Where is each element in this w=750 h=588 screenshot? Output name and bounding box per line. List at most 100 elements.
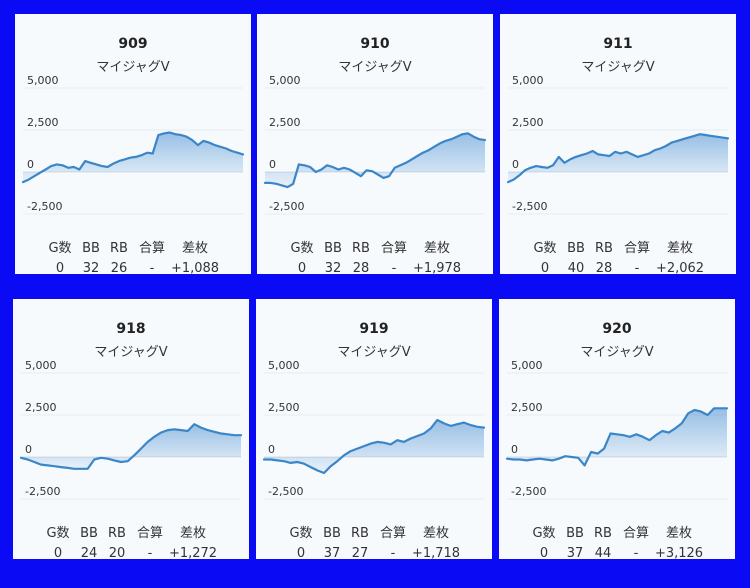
y-tick-label: 2,500 bbox=[511, 401, 543, 414]
payout-chart: 5,000 2,500 0 -2,500 bbox=[506, 76, 730, 215]
series-line bbox=[263, 132, 487, 189]
machine-number: 920 bbox=[602, 321, 632, 337]
machine-number: 909 bbox=[118, 36, 148, 52]
value-diff: +1,088 bbox=[170, 261, 220, 274]
header-diff: 差枚 bbox=[665, 526, 692, 541]
value-games: 0 bbox=[297, 261, 307, 274]
machine-card[interactable]: 911 マイジャグV 5,000 2,500 0 -2,500 G数 0 BB 40 RB 28… bbox=[500, 14, 736, 274]
y-tick-label: -2,500 bbox=[269, 200, 304, 213]
series-line bbox=[21, 131, 245, 184]
y-tick-label: 5,000 bbox=[511, 361, 543, 372]
y-tick-label: 0 bbox=[25, 443, 32, 456]
header-bb: BB bbox=[566, 526, 584, 541]
y-tick-label: 5,000 bbox=[268, 361, 300, 372]
value-diff: +2,062 bbox=[655, 261, 705, 274]
series-area bbox=[508, 134, 728, 183]
machine-number: 911 bbox=[603, 36, 633, 52]
header-games: G数 bbox=[289, 526, 313, 541]
machine-model: マイジャグV bbox=[94, 345, 168, 360]
header-games: G数 bbox=[48, 241, 72, 256]
value-bb: 37 bbox=[566, 546, 584, 559]
header-rb: RB bbox=[595, 241, 613, 256]
machine-card[interactable]: 920 マイジャグV 5,000 2,500 0 -2,500 G数 0 BB 37 RB 44… bbox=[499, 299, 735, 559]
y-tick-label: -2,500 bbox=[512, 200, 547, 213]
machine-card[interactable]: 919 マイジャグV 5,000 2,500 0 -2,500 G数 0 BB 37 RB 27… bbox=[256, 299, 492, 559]
y-tick-label: -2,500 bbox=[511, 485, 546, 498]
series-line bbox=[262, 418, 486, 475]
series-area bbox=[507, 408, 727, 466]
series-area bbox=[21, 424, 241, 469]
y-tick-label: 2,500 bbox=[25, 401, 57, 414]
y-tick-label: 2,500 bbox=[27, 116, 59, 129]
value-diff: +1,272 bbox=[168, 546, 218, 559]
y-tick-label: -2,500 bbox=[25, 485, 60, 498]
header-combined: 合算 bbox=[379, 526, 406, 541]
value-bb: 40 bbox=[567, 261, 585, 274]
series-area bbox=[265, 133, 485, 188]
header-combined: 合算 bbox=[380, 241, 407, 256]
value-games: 0 bbox=[53, 546, 63, 559]
value-diff: +3,126 bbox=[654, 546, 704, 559]
payout-chart: 5,000 2,500 0 -2,500 bbox=[262, 361, 486, 500]
machine-number: 918 bbox=[116, 321, 146, 337]
value-rb: 20 bbox=[108, 546, 126, 559]
header-rb: RB bbox=[594, 526, 612, 541]
header-bb: BB bbox=[324, 241, 342, 256]
header-combined: 合算 bbox=[138, 241, 165, 256]
value-rb: 44 bbox=[594, 546, 612, 559]
machine-number: 910 bbox=[360, 36, 390, 52]
header-diff: 差枚 bbox=[422, 526, 449, 541]
value-games: 0 bbox=[540, 261, 550, 274]
header-combined: 合算 bbox=[623, 241, 650, 256]
value-rb: 28 bbox=[595, 261, 613, 274]
header-bb: BB bbox=[567, 241, 585, 256]
y-tick-label: 0 bbox=[27, 158, 34, 171]
header-bb: BB bbox=[323, 526, 341, 541]
header-games: G数 bbox=[290, 241, 314, 256]
y-tick-label: 5,000 bbox=[512, 76, 544, 87]
machine-model: マイジャグV bbox=[338, 60, 412, 75]
y-tick-label: 2,500 bbox=[268, 401, 300, 414]
header-bb: BB bbox=[82, 241, 100, 256]
y-tick-label: 2,500 bbox=[269, 116, 301, 129]
header-games: G数 bbox=[46, 526, 70, 541]
y-tick-label: 0 bbox=[511, 443, 518, 456]
header-combined: 合算 bbox=[136, 526, 163, 541]
machine-card[interactable]: 910 マイジャグV 5,000 2,500 0 -2,500 G数 0 BB 32 RB 28… bbox=[257, 14, 493, 274]
header-diff: 差枚 bbox=[179, 526, 206, 541]
y-tick-label: 5,000 bbox=[27, 76, 59, 87]
series-line bbox=[19, 423, 243, 470]
y-tick-label: 2,500 bbox=[512, 116, 544, 129]
header-diff: 差枚 bbox=[666, 241, 693, 256]
value-combined: - bbox=[634, 261, 640, 274]
machine-model: マイジャグV bbox=[337, 345, 411, 360]
value-rb: 26 bbox=[110, 261, 128, 274]
payout-chart: 5,000 2,500 0 -2,500 bbox=[505, 361, 729, 500]
machine-card[interactable]: 918 マイジャグV 5,000 2,500 0 -2,500 G数 0 BB 24 RB 20… bbox=[13, 299, 249, 559]
value-diff: +1,978 bbox=[412, 261, 462, 274]
header-games: G数 bbox=[532, 526, 556, 541]
machine-number: 919 bbox=[359, 321, 389, 337]
machine-model: マイジャグV bbox=[580, 345, 654, 360]
y-tick-label: 5,000 bbox=[269, 76, 301, 87]
value-bb: 32 bbox=[324, 261, 342, 274]
y-tick-label: 0 bbox=[269, 158, 276, 171]
header-rb: RB bbox=[351, 526, 369, 541]
machine-model: マイジャグV bbox=[96, 60, 170, 75]
value-games: 0 bbox=[296, 546, 306, 559]
value-bb: 32 bbox=[82, 261, 100, 274]
value-bb: 37 bbox=[323, 546, 341, 559]
y-tick-label: -2,500 bbox=[27, 200, 62, 213]
header-rb: RB bbox=[108, 526, 126, 541]
machine-model: マイジャグV bbox=[581, 60, 655, 75]
y-tick-label: -2,500 bbox=[268, 485, 303, 498]
machine-card[interactable]: 909 マイジャグV 5,000 2,500 0 -2,500 G数 0 BB 32 RB 26… bbox=[15, 14, 251, 274]
header-games: G数 bbox=[533, 241, 557, 256]
payout-chart: 5,000 2,500 0 -2,500 bbox=[21, 76, 245, 215]
series-line bbox=[505, 407, 729, 467]
value-combined: - bbox=[147, 546, 153, 559]
payout-chart: 5,000 2,500 0 -2,500 bbox=[263, 76, 487, 215]
value-combined: - bbox=[633, 546, 639, 559]
value-rb: 27 bbox=[351, 546, 369, 559]
header-diff: 差枚 bbox=[181, 241, 208, 256]
